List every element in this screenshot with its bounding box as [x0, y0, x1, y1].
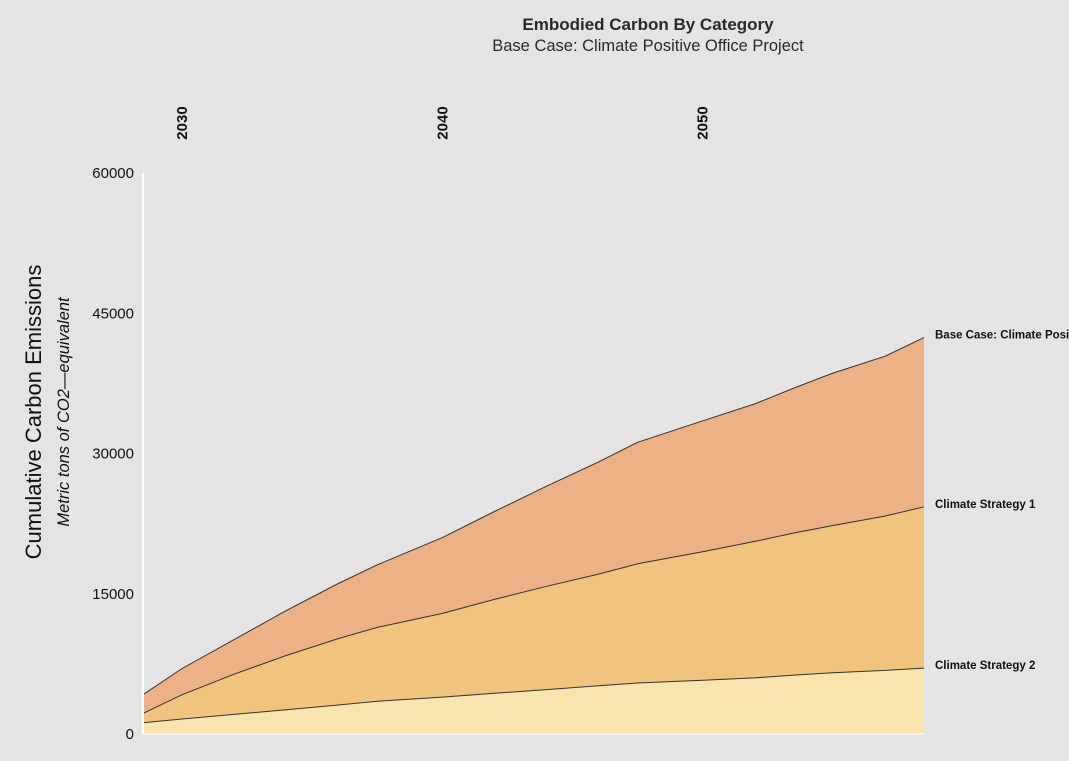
- series-label: Base Case: Climate Positive Office Proje…: [935, 330, 1069, 342]
- chart-subtitle: Base Case: Climate Positive Office Proje…: [492, 37, 804, 55]
- line-series-2: [142, 506, 925, 714]
- y-axis-sublabel: Metric tons of CO2—equivalent: [55, 296, 73, 527]
- plot-area: 0 15000 30000 45000 60000 2030 2040 2050 Climate…: [92, 106, 1069, 743]
- line-series-1: [142, 667, 925, 724]
- y-tick-label: 0: [126, 726, 134, 743]
- x-tick-label: 2030: [174, 106, 191, 139]
- y-axis-label: Cumulative Carbon Emissions: [21, 265, 46, 560]
- chart-title: Embodied Carbon By Category: [522, 15, 774, 34]
- x-tick-label: 2040: [434, 106, 451, 139]
- y-tick-label: 60000: [92, 165, 134, 182]
- area-series-1: [143, 668, 924, 734]
- x-tick-label: 2050: [695, 106, 712, 139]
- area-series-3: [143, 337, 924, 714]
- series-label: Climate Strategy 2: [935, 660, 1035, 672]
- y-tick-label: 30000: [92, 446, 134, 463]
- y-tick-label: 15000: [92, 586, 134, 603]
- area-series-2: [143, 506, 924, 723]
- series-label: Climate Strategy 1: [935, 499, 1036, 511]
- y-tick-label: 45000: [92, 305, 134, 322]
- line-series-3: [142, 337, 925, 696]
